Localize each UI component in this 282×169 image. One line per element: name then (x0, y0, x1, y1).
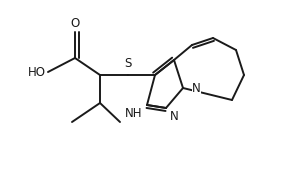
Text: N: N (170, 110, 179, 123)
Text: N: N (192, 81, 201, 94)
Text: S: S (124, 57, 132, 70)
Text: NH: NH (124, 107, 142, 120)
Text: O: O (70, 17, 80, 30)
Text: HO: HO (28, 66, 46, 78)
